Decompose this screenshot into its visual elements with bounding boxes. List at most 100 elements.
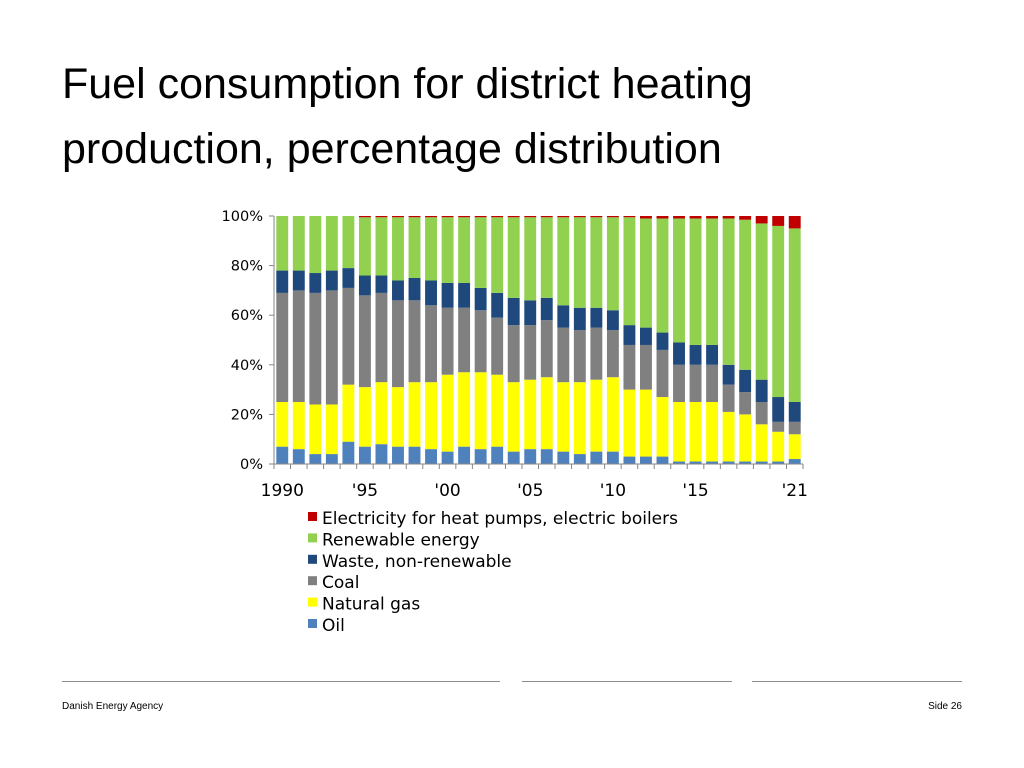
bar-segment [640, 456, 652, 464]
bar-segment [392, 216, 404, 218]
bar-segment [689, 461, 702, 464]
bar-segment [772, 461, 785, 464]
bar-segment [458, 446, 471, 464]
slide-title-line-2: production, percentage distribution [62, 125, 722, 173]
bar-segment [408, 446, 421, 464]
slide-title: Fuel consumption for district heating pr… [62, 52, 962, 182]
bar-segment [623, 456, 636, 464]
footer-divider-middle [522, 681, 732, 682]
legend-swatch [308, 533, 317, 543]
bar-segment [656, 218, 669, 333]
bar-segment [491, 216, 504, 218]
bar-segment [375, 382, 388, 445]
bar-segment [491, 217, 504, 293]
bar-segment [425, 305, 437, 383]
bar-segment [408, 382, 421, 447]
bar-segment [606, 310, 619, 331]
bar-segment [590, 307, 603, 328]
legend-label: Oil [322, 616, 345, 636]
bar-segment [292, 449, 305, 464]
legend-label: Electricity for heat pumps, electric boi… [322, 509, 678, 529]
bar-segment [474, 217, 487, 288]
bar-segment [540, 217, 553, 298]
bar-segment [722, 384, 735, 412]
bar-segment [458, 282, 471, 308]
legend-label: Coal [322, 573, 359, 593]
bar-segment [689, 216, 702, 219]
bar-segment [590, 451, 603, 464]
bar-segment [358, 217, 371, 276]
legend-label: Natural gas [322, 595, 420, 615]
bar-segment [524, 217, 537, 301]
bar-segment [342, 216, 355, 269]
bar-segment [673, 216, 685, 219]
bar-segment [458, 307, 471, 373]
bar-segment [507, 382, 520, 452]
bar-segment [722, 216, 735, 219]
bar-segment [673, 342, 685, 365]
y-tick-label: 40% [231, 358, 263, 374]
bar-segment [722, 411, 735, 462]
bar-segment [375, 216, 388, 218]
bar-segment [772, 431, 785, 462]
bar-segment [606, 217, 619, 311]
bar-segment [739, 219, 752, 370]
bar-segment [706, 402, 719, 462]
bar-segment [441, 374, 454, 452]
bar-segment [408, 217, 421, 278]
bar-segment [623, 344, 636, 390]
bar-segment [375, 292, 388, 383]
bar-segment [507, 216, 520, 218]
bar-segment [557, 382, 570, 452]
bar-segment [540, 216, 553, 218]
bar-segment [623, 216, 636, 218]
bar-segment [408, 216, 421, 218]
bar-segment [507, 297, 520, 326]
bar-segment [491, 374, 504, 447]
bar-segment [342, 441, 355, 464]
x-tick-label: '95 [352, 481, 378, 501]
footer-page-number: Side 26 [928, 701, 962, 712]
bar-segment [706, 218, 719, 345]
bar-segment [458, 217, 471, 283]
bar-segment [739, 461, 752, 464]
bar-segment [441, 307, 454, 375]
bar-segment [425, 382, 437, 450]
bar-segment [425, 217, 437, 281]
bar-segment [623, 389, 636, 457]
bar-segment [656, 456, 669, 464]
bar-segment [408, 278, 421, 301]
bar-segment [474, 216, 487, 218]
bar-segment [772, 225, 785, 398]
bar-segment [772, 216, 785, 226]
bar-segment [392, 387, 404, 447]
bar-segment [276, 270, 289, 293]
bar-segment [358, 295, 371, 388]
bar-segment [540, 377, 553, 450]
y-tick-label: 20% [231, 407, 263, 423]
bar-segment [276, 402, 289, 447]
bar-segment [325, 454, 338, 464]
bar-segment [325, 216, 338, 271]
bar-segment [722, 364, 735, 385]
bar-segment [276, 216, 289, 271]
bar-segment [491, 317, 504, 375]
bar-segment [425, 280, 437, 306]
bar-segment [425, 216, 437, 218]
bar-segment [342, 268, 355, 288]
bar-segment [441, 282, 454, 308]
x-tick-label: '15 [682, 481, 708, 501]
bar-segment [392, 280, 404, 301]
bar-segment [640, 327, 652, 345]
bar-segment [573, 307, 586, 331]
bar-segment [788, 421, 801, 435]
bar-segment [573, 217, 586, 308]
bar-segment [358, 216, 371, 218]
bar-segment [689, 364, 702, 402]
bar-segment [292, 290, 305, 402]
legend-swatch [308, 619, 317, 628]
bar-segment [673, 364, 685, 402]
bar-segment [474, 449, 487, 464]
bar-segment [640, 389, 652, 457]
